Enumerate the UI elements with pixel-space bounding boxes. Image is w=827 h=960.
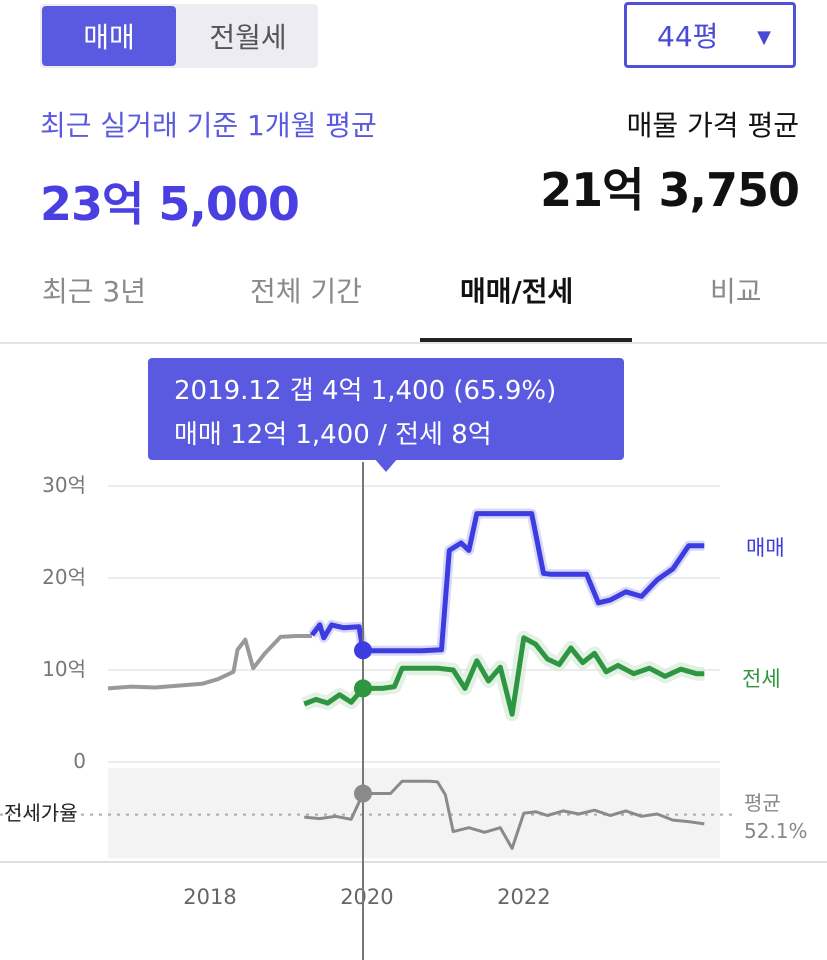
- ratio-line: [304, 779, 705, 850]
- tooltip-arrow: [374, 458, 398, 472]
- tab-recent-3y[interactable]: 최근 3년: [42, 275, 146, 308]
- x-tick-label: 2018: [183, 885, 236, 909]
- y-tick-label: 10억: [42, 657, 86, 681]
- chart-tooltip: 2019.12 갭 4억 1,400 (65.9%) 매매 12억 1,400 …: [148, 358, 624, 460]
- sale-tab-button[interactable]: 매매: [42, 6, 176, 66]
- sale-cursor-marker: [354, 641, 372, 660]
- listing-avg-price: 21억 3,750: [540, 163, 800, 217]
- ratio-avg-label: 평균: [744, 791, 781, 815]
- tooltip-price-line: 매매 12억 1,400 / 전세 8억: [174, 420, 492, 450]
- ratio-label: 전세가율: [4, 801, 78, 825]
- recent-trade-label: 최근 실거래 기준 1개월 평균: [40, 109, 377, 142]
- y-tick-label: 20억: [42, 565, 86, 589]
- chevron-down-icon: ▼: [757, 27, 771, 48]
- recent-trade-price: 23억 5,000: [40, 177, 300, 231]
- sale-series-label: 매매: [746, 536, 785, 560]
- tab-all-period[interactable]: 전체 기간: [250, 275, 362, 308]
- active-tab-indicator: [420, 338, 632, 342]
- sale-price-line: [310, 511, 705, 654]
- listing-avg-label: 매물 가격 평균: [626, 109, 799, 142]
- lease-tab-button[interactable]: 전월세: [209, 21, 287, 54]
- tab-divider: [0, 342, 827, 344]
- sale-range-band: [308, 508, 705, 656]
- sale-history-line: [107, 634, 312, 691]
- x-tick-label: 2022: [497, 885, 550, 909]
- y-tick-label: 30억: [42, 473, 86, 497]
- lease-cursor-marker: [354, 679, 372, 698]
- x-tick-label: 2020: [340, 885, 393, 909]
- lease-series-label: 전세: [742, 667, 781, 691]
- trade-type-toggle: 매매 전월세: [40, 4, 318, 68]
- area-size-value: 44평: [657, 20, 719, 53]
- tab-sale-lease[interactable]: 매매/전세: [460, 275, 574, 308]
- ratio-cursor-marker: [354, 784, 372, 803]
- tab-compare[interactable]: 비교: [710, 275, 762, 308]
- area-size-select[interactable]: 44평 ▼: [624, 2, 796, 68]
- ratio-avg-value: 52.1%: [744, 819, 808, 843]
- y-tick-label: 0: [73, 749, 86, 773]
- tooltip-gap-line: 2019.12 갭 4억 1,400 (65.9%): [174, 376, 557, 406]
